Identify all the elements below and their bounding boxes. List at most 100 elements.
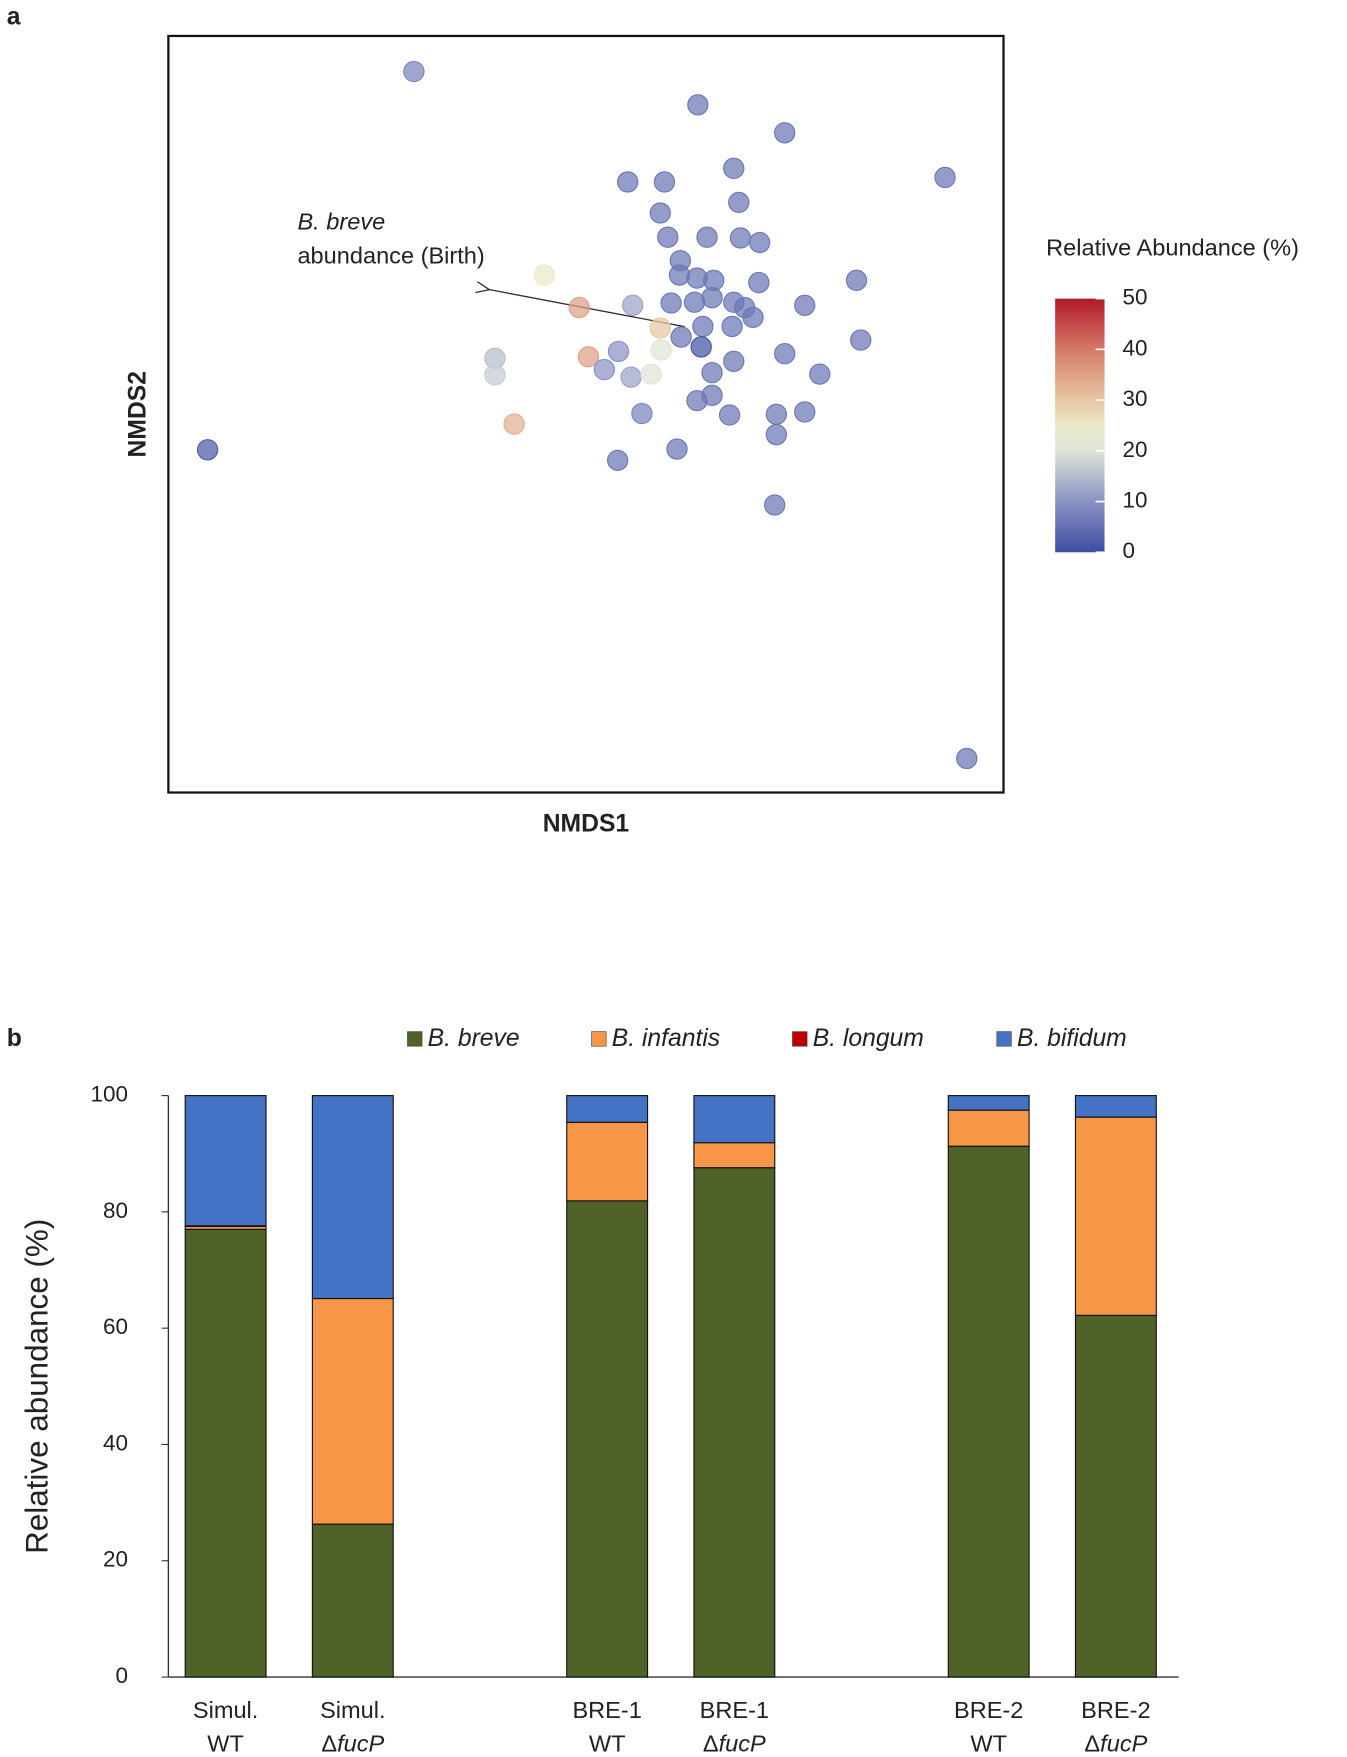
legend-label: B. breve [428, 1025, 520, 1052]
point [577, 346, 600, 368]
legend-label: B. bifidum [1017, 1025, 1127, 1052]
point [650, 339, 672, 361]
x-tick-label: ΔfucP [321, 1731, 384, 1757]
plot-frame [167, 34, 1005, 794]
point [690, 336, 712, 358]
point [668, 264, 691, 286]
point [721, 315, 743, 338]
y-axis-title: NMDS2 [125, 371, 152, 457]
point [196, 439, 219, 461]
point [607, 340, 630, 363]
point [934, 166, 956, 189]
legend-label: B. longum [813, 1025, 924, 1052]
point [607, 449, 629, 472]
annotation: abundance (Birth) [297, 242, 484, 268]
point [617, 171, 639, 193]
colorbar-tick-label: 50 [1123, 285, 1148, 310]
bar-segment [693, 1095, 776, 1144]
bar-segment [566, 1121, 649, 1202]
x-tick-label: WT [589, 1731, 626, 1757]
point [701, 287, 723, 309]
point [764, 494, 786, 516]
x-tick-label: ΔfucP [703, 1731, 766, 1757]
panel-label: a [7, 4, 21, 31]
bar-segment [947, 1145, 1030, 1678]
point [729, 227, 752, 249]
x-tick-label: BRE-1 [572, 1697, 641, 1723]
bar-segment [693, 1142, 776, 1169]
colorbar-tick-label: 20 [1123, 437, 1148, 462]
point [765, 423, 788, 446]
x-tick-label: Simul. [320, 1697, 385, 1723]
point [723, 157, 745, 180]
colorbar-tick-label: 40 [1123, 335, 1148, 360]
bar-segment [311, 1523, 394, 1678]
point [774, 343, 796, 365]
point [657, 226, 679, 248]
point [686, 389, 708, 412]
bar-segment [311, 1297, 394, 1525]
bar-segment [1074, 1314, 1157, 1678]
legend-swatch [591, 1031, 607, 1047]
x-tick-label: BRE-1 [700, 1697, 769, 1723]
point [683, 291, 706, 313]
bar-segment [184, 1228, 267, 1678]
legend-swatch [996, 1031, 1012, 1047]
x-tick-label: WT [207, 1731, 244, 1757]
point [660, 292, 682, 314]
bar-segment [566, 1200, 649, 1678]
point [765, 403, 788, 425]
x-tick-label: Simul. [193, 1697, 258, 1723]
colorbar-title: Relative Abundance (%) [1046, 234, 1299, 260]
bar-segment [947, 1095, 1030, 1111]
y-tick-label: 20 [103, 1547, 128, 1572]
colorbar [1055, 298, 1105, 553]
point [593, 358, 615, 381]
point [774, 122, 796, 144]
point [670, 326, 692, 348]
legend-swatch [792, 1031, 808, 1047]
point [484, 364, 506, 386]
y-tick-label: 60 [103, 1314, 128, 1339]
bar-segment [1074, 1116, 1157, 1316]
colorbar-tick-label: 10 [1123, 488, 1148, 513]
legend-swatch [407, 1031, 423, 1047]
point [850, 329, 872, 351]
colorbar-tick-label: 30 [1123, 386, 1148, 411]
point [687, 94, 709, 116]
point [748, 231, 771, 254]
x-tick-label: WT [970, 1731, 1007, 1757]
point [568, 296, 590, 319]
bar-segment [311, 1095, 394, 1300]
point [653, 171, 676, 193]
legend-label: B. infantis [612, 1025, 720, 1052]
y-tick-label: 0 [115, 1663, 127, 1688]
panel-label: b [7, 1025, 22, 1052]
point [718, 404, 741, 426]
point [696, 226, 718, 248]
point [620, 366, 642, 388]
point [794, 401, 816, 423]
point [728, 191, 750, 214]
point [640, 363, 662, 385]
bar-segment [947, 1109, 1030, 1147]
point [649, 317, 671, 339]
point [666, 438, 688, 460]
y-tick-label: 40 [103, 1430, 128, 1455]
y-tick-label: 80 [103, 1198, 128, 1223]
point [742, 306, 764, 329]
point [809, 363, 831, 385]
point [845, 269, 868, 291]
point [533, 264, 555, 286]
point [723, 350, 745, 372]
colorbar-tick-label: 0 [1123, 538, 1135, 563]
bar-segment [566, 1095, 649, 1123]
point [956, 747, 978, 770]
point [794, 294, 816, 316]
x-tick-label: BRE-2 [954, 1697, 1023, 1723]
point [692, 315, 714, 338]
point [631, 402, 653, 425]
annotation: B. breve [297, 209, 385, 235]
